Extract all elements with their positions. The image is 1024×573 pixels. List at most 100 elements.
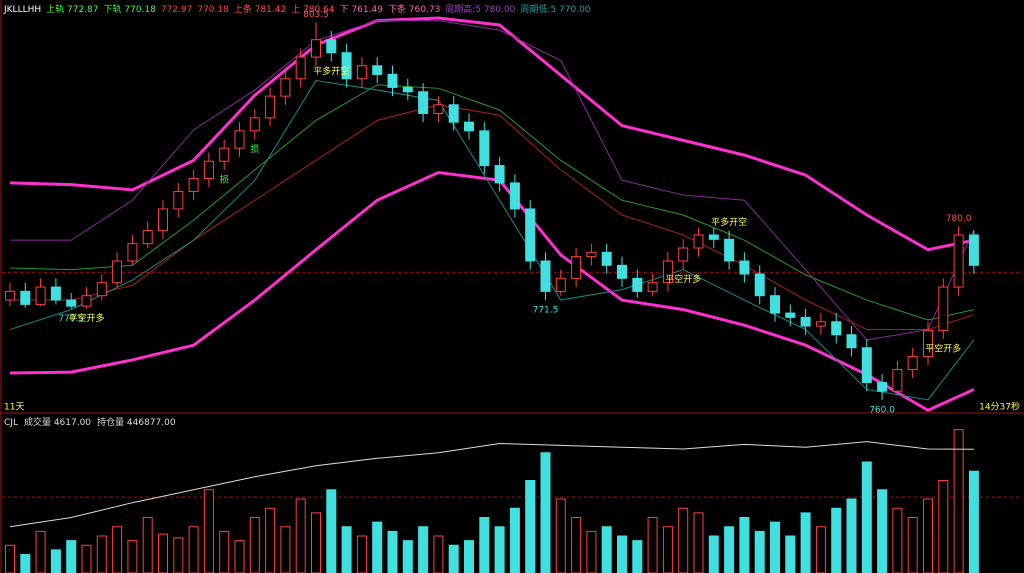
volume-bar [739, 517, 750, 573]
volume-bar [280, 526, 291, 573]
candle-body [341, 52, 352, 80]
candle-body [295, 56, 306, 80]
header-item: 772.97 [160, 5, 193, 15]
volume-bar [418, 526, 429, 573]
volume-bar [678, 507, 689, 573]
candle-body [907, 355, 918, 370]
lower-header-item: CJL [4, 418, 18, 428]
volume-bar [173, 537, 184, 573]
volume-bar [265, 507, 276, 573]
candle-body [923, 329, 933, 357]
candle-body [708, 234, 719, 240]
volume-bar [127, 540, 138, 573]
volume-bar [555, 498, 566, 573]
candle-body [693, 234, 704, 249]
candle-body [158, 208, 168, 232]
candle-body [372, 65, 383, 75]
volume-bar [907, 517, 918, 573]
volume-bar [35, 530, 46, 573]
volume-bar [923, 498, 933, 573]
volume-bar [785, 535, 796, 573]
candle-body [127, 243, 138, 262]
annotation: 损 [220, 173, 229, 185]
candle-body [464, 121, 474, 132]
volume-bar [662, 526, 673, 573]
volume-bar [203, 489, 214, 573]
candle-body [433, 104, 444, 114]
volume-bar [571, 517, 582, 573]
candle-body [356, 65, 367, 80]
candle-body [494, 165, 505, 184]
lower-header-item: 成交量 4617.00 [23, 418, 92, 428]
volume-bar [402, 540, 413, 573]
candle-body [20, 290, 31, 305]
volume-bar [372, 521, 383, 573]
volume-bar [387, 530, 398, 573]
volume-bar [20, 554, 31, 573]
volume-bar [112, 526, 123, 573]
annotation: 平多开空 [711, 216, 747, 228]
candle-body [724, 238, 735, 262]
candle-body [188, 178, 199, 193]
candle-body [739, 260, 750, 275]
annotation: 平空开多 [925, 343, 961, 355]
annotation: 平空开多 [68, 312, 104, 324]
volume-bar [770, 521, 780, 573]
volume-bar [81, 544, 92, 573]
candle-body [571, 256, 582, 279]
header-item: 770.18 [197, 5, 229, 15]
volume-bar [234, 540, 245, 573]
volume-bar [142, 517, 153, 573]
volume-bar [50, 549, 61, 573]
indicator-line [10, 104, 975, 331]
candle-body [678, 247, 689, 262]
candle-body [479, 130, 490, 167]
candle-body [540, 260, 551, 292]
volume-bar [341, 526, 352, 573]
candle-body [815, 321, 826, 327]
header-item: 上轨 772.87 [46, 5, 99, 15]
candle-body [112, 260, 123, 284]
volume-bar [311, 512, 321, 573]
volume-bar [892, 507, 903, 573]
volume-bar [953, 429, 964, 573]
candle-body [234, 130, 245, 149]
annotation: 803.5 [303, 10, 329, 20]
annotation: 780.0 [946, 214, 972, 224]
annotation: 平空开多 [665, 273, 701, 285]
candle-body [601, 251, 612, 266]
candle-body [35, 286, 46, 305]
candle-body [402, 86, 413, 93]
candle-body [81, 295, 92, 307]
annotation: 771.5 [533, 306, 559, 316]
annotation: 770.5 [58, 314, 84, 324]
candle-body [173, 191, 184, 210]
lower-header: CJL 成交量 4617.00 持仓量 446877.00 [4, 415, 182, 428]
candle-body [326, 39, 337, 54]
volume-bar [249, 517, 260, 573]
right-time: 14分37秒 [979, 401, 1020, 413]
candle-body [219, 147, 230, 162]
candle-body [555, 277, 566, 292]
candle-body [387, 73, 398, 88]
volume-bar [525, 480, 536, 573]
indicator-line [9, 79, 975, 401]
volume-bar [433, 535, 444, 573]
candle-body [280, 78, 291, 97]
candle-body [96, 282, 107, 297]
candle-body [785, 312, 796, 318]
volume-bar [509, 507, 520, 573]
volume-bar [861, 461, 872, 573]
volume-bar [601, 526, 612, 573]
left-time: 11天 [4, 403, 24, 413]
volume-bar [356, 535, 367, 573]
volume-bar [5, 544, 15, 573]
volume-bar [295, 498, 306, 573]
volume-bar [219, 530, 230, 573]
volume-bar [708, 535, 719, 573]
candle-body [892, 368, 903, 392]
candle-body [311, 39, 321, 58]
candle-body [861, 347, 872, 383]
